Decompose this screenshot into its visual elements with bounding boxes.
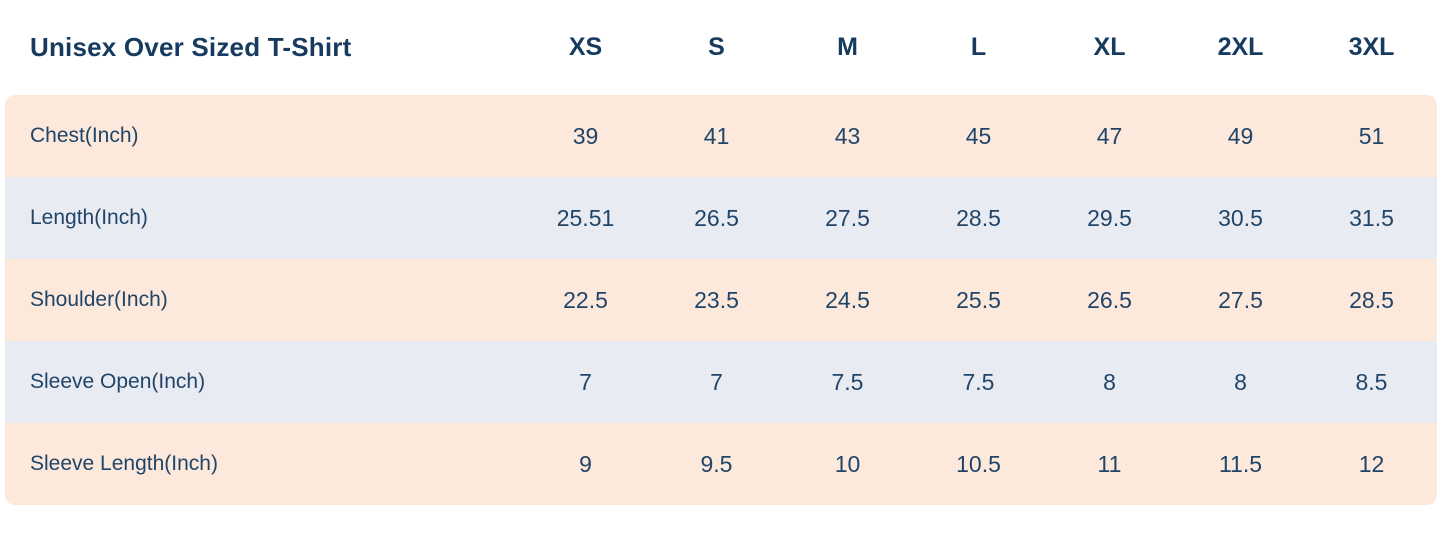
row-label: Chest(Inch) (30, 124, 139, 147)
table-cell: 8 (1234, 368, 1247, 395)
table-cell: 45 (965, 122, 992, 149)
table-row-shoulder: Shoulder(Inch) 22.5 23.5 24.5 25.5 26.5 … (5, 259, 1437, 341)
table-row-length: Length(Inch) 25.51 26.5 27.5 28.5 29.5 3… (5, 177, 1437, 259)
table-cell: 24.5 (825, 286, 870, 313)
table-cell: 28.5 (956, 204, 1001, 231)
row-label: Sleeve Open(Inch) (30, 370, 206, 393)
table-cell: 31.5 (1349, 204, 1394, 231)
table-header-row: Unisex Over Sized T-Shirt XS S M L XL 2X… (5, 0, 1437, 95)
table-cell: 7.5 (962, 368, 995, 395)
table-cell: 29.5 (1087, 204, 1132, 231)
table-cell: 9 (579, 450, 592, 477)
size-chart-table: Unisex Over Sized T-Shirt XS S M L XL 2X… (5, 0, 1437, 505)
table-cell: 7 (710, 368, 723, 395)
table-cell: 28.5 (1349, 286, 1394, 313)
column-header-l: L (970, 33, 987, 61)
table-cell: 10 (834, 450, 861, 477)
table-cell: 7 (579, 368, 592, 395)
table-cell: 9.5 (700, 450, 733, 477)
table-cell: 26.5 (1087, 286, 1132, 313)
column-header-xl: XL (1093, 33, 1126, 61)
table-cell: 12 (1358, 450, 1385, 477)
table-cell: 27.5 (825, 204, 870, 231)
table-cell: 23.5 (694, 286, 739, 313)
table-cell: 39 (572, 122, 599, 149)
table-cell: 7.5 (831, 368, 864, 395)
table-cell: 11.5 (1218, 450, 1263, 477)
column-header-s: S (708, 33, 725, 61)
row-label: Shoulder(Inch) (30, 288, 168, 311)
table-cell: 11 (1097, 450, 1122, 477)
table-row-sleeve-open: Sleeve Open(Inch) 7 7 7.5 7.5 8 8 8.5 (5, 341, 1437, 423)
table-cell: 41 (703, 122, 730, 149)
column-header-3xl: 3XL (1348, 33, 1395, 61)
table-cell: 43 (834, 122, 861, 149)
table-cell: 26.5 (694, 204, 739, 231)
table-cell: 25.5 (956, 286, 1001, 313)
column-header-xs: XS (568, 33, 603, 61)
table-cell: 10.5 (956, 450, 1001, 477)
table-cell: 8.5 (1355, 368, 1388, 395)
row-label: Sleeve Length(Inch) (30, 452, 218, 475)
table-cell: 51 (1358, 122, 1385, 149)
table-cell: 27.5 (1218, 286, 1263, 313)
table-cell: 8 (1103, 368, 1116, 395)
table-row-sleeve-length: Sleeve Length(Inch) 9 9.5 10 10.5 11 11.… (5, 423, 1437, 505)
chart-title: Unisex Over Sized T-Shirt (30, 32, 352, 62)
table-row-chest: Chest(Inch) 39 41 43 45 47 49 51 (5, 95, 1437, 177)
table-cell: 47 (1096, 122, 1123, 149)
table-cell: 30.5 (1218, 204, 1263, 231)
column-header-2xl: 2XL (1217, 33, 1264, 61)
table-cell: 25.51 (556, 204, 615, 231)
table-cell: 22.5 (563, 286, 608, 313)
table-cell: 49 (1227, 122, 1254, 149)
row-label: Length(Inch) (30, 206, 148, 229)
table-body: Chest(Inch) 39 41 43 45 47 49 51 Length(… (5, 95, 1437, 505)
column-header-m: M (837, 33, 858, 61)
